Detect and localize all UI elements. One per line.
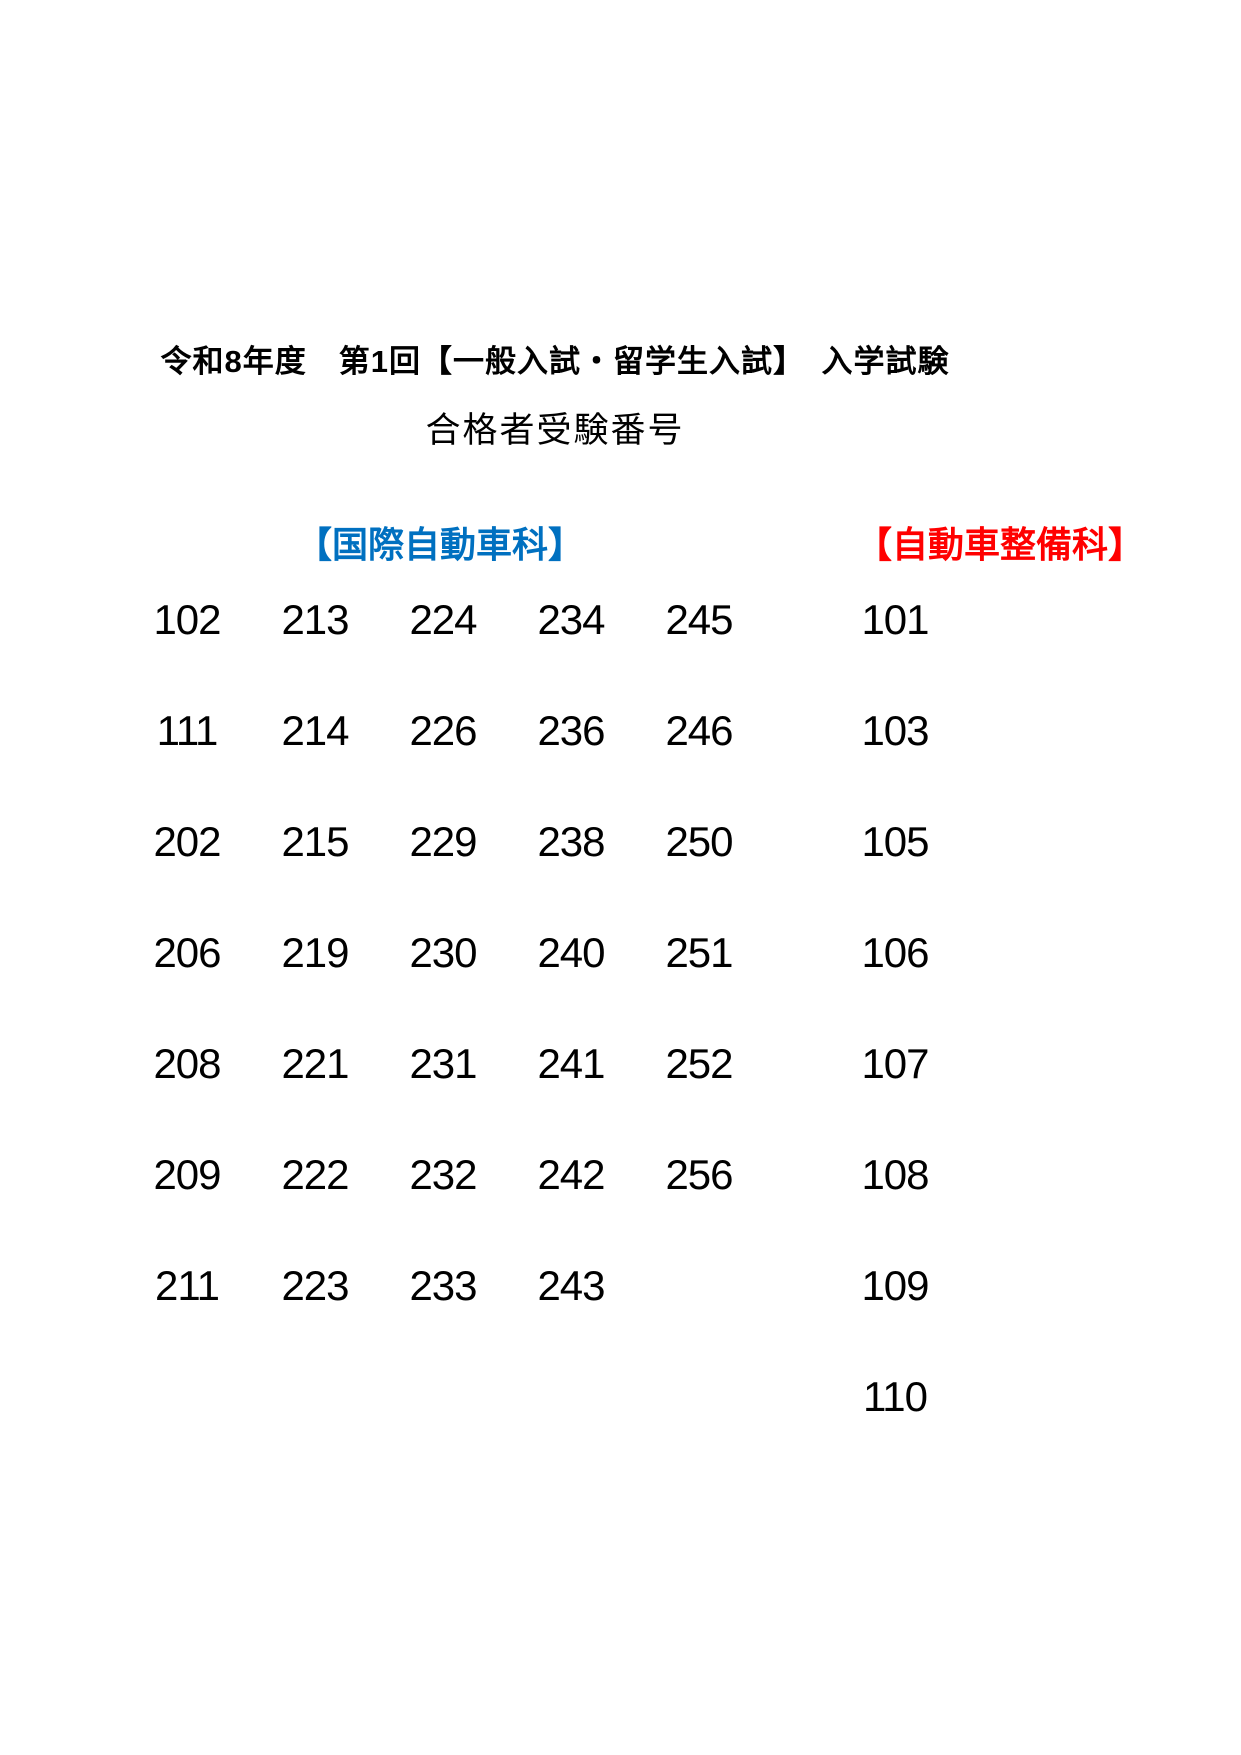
exam-number: 223 xyxy=(281,1262,349,1309)
exam-number: 206 xyxy=(153,929,221,976)
section-header-maintenance: 【自動車整備科】 xyxy=(855,524,1144,565)
page-title: 令和8年度 第1回【一般入試・留学生入試】 入学試験 xyxy=(160,344,950,379)
exam-number: 208 xyxy=(153,1040,221,1087)
exam-number: 240 xyxy=(537,929,605,976)
exam-number: 219 xyxy=(281,929,349,976)
exam-number: 232 xyxy=(409,1151,477,1198)
exam-number: 246 xyxy=(665,707,733,754)
exam-number: 211 xyxy=(155,1262,220,1309)
exam-number: 110 xyxy=(863,1373,928,1420)
exam-number: 108 xyxy=(861,1151,929,1198)
exam-number: 214 xyxy=(281,707,349,754)
exam-number: 231 xyxy=(409,1040,477,1087)
international-numbers-grid: 102 213 224 234 245 111 214 226 236 246 … xyxy=(123,596,763,1373)
exam-number: 106 xyxy=(861,929,929,976)
exam-number: 251 xyxy=(665,929,733,976)
exam-number: 105 xyxy=(861,818,929,865)
exam-number: 236 xyxy=(537,707,605,754)
exam-number: 209 xyxy=(153,1151,221,1198)
exam-number: 202 xyxy=(153,818,221,865)
exam-number: 233 xyxy=(409,1262,477,1309)
exam-number: 107 xyxy=(861,1040,929,1087)
exam-number: 109 xyxy=(861,1262,929,1309)
page-subtitle: 合格者受験番号 xyxy=(425,411,685,450)
exam-number: 256 xyxy=(665,1151,733,1198)
maintenance-numbers-column: 101 103 105 106 107 108 109 110 xyxy=(830,596,960,1484)
exam-number: 103 xyxy=(861,707,929,754)
exam-number: 250 xyxy=(665,818,733,865)
exam-number: 243 xyxy=(537,1262,605,1309)
exam-number: 252 xyxy=(665,1040,733,1087)
exam-number: 215 xyxy=(281,818,349,865)
exam-number: 242 xyxy=(537,1151,605,1198)
exam-number: 230 xyxy=(409,929,477,976)
exam-number: 229 xyxy=(409,818,477,865)
exam-number: 234 xyxy=(537,596,605,643)
exam-number: 245 xyxy=(665,596,733,643)
exam-number: 238 xyxy=(537,818,605,865)
exam-number: 241 xyxy=(537,1040,605,1087)
exam-number: 226 xyxy=(409,707,477,754)
exam-number: 101 xyxy=(861,596,929,643)
exam-number: 102 xyxy=(153,596,221,643)
exam-number xyxy=(635,1262,763,1373)
exam-number: 111 xyxy=(156,707,219,754)
exam-number: 224 xyxy=(409,596,477,643)
exam-number: 222 xyxy=(281,1151,349,1198)
section-header-international: 【国際自動車科】 xyxy=(295,524,584,565)
exam-number: 213 xyxy=(281,596,349,643)
exam-number: 221 xyxy=(281,1040,349,1087)
